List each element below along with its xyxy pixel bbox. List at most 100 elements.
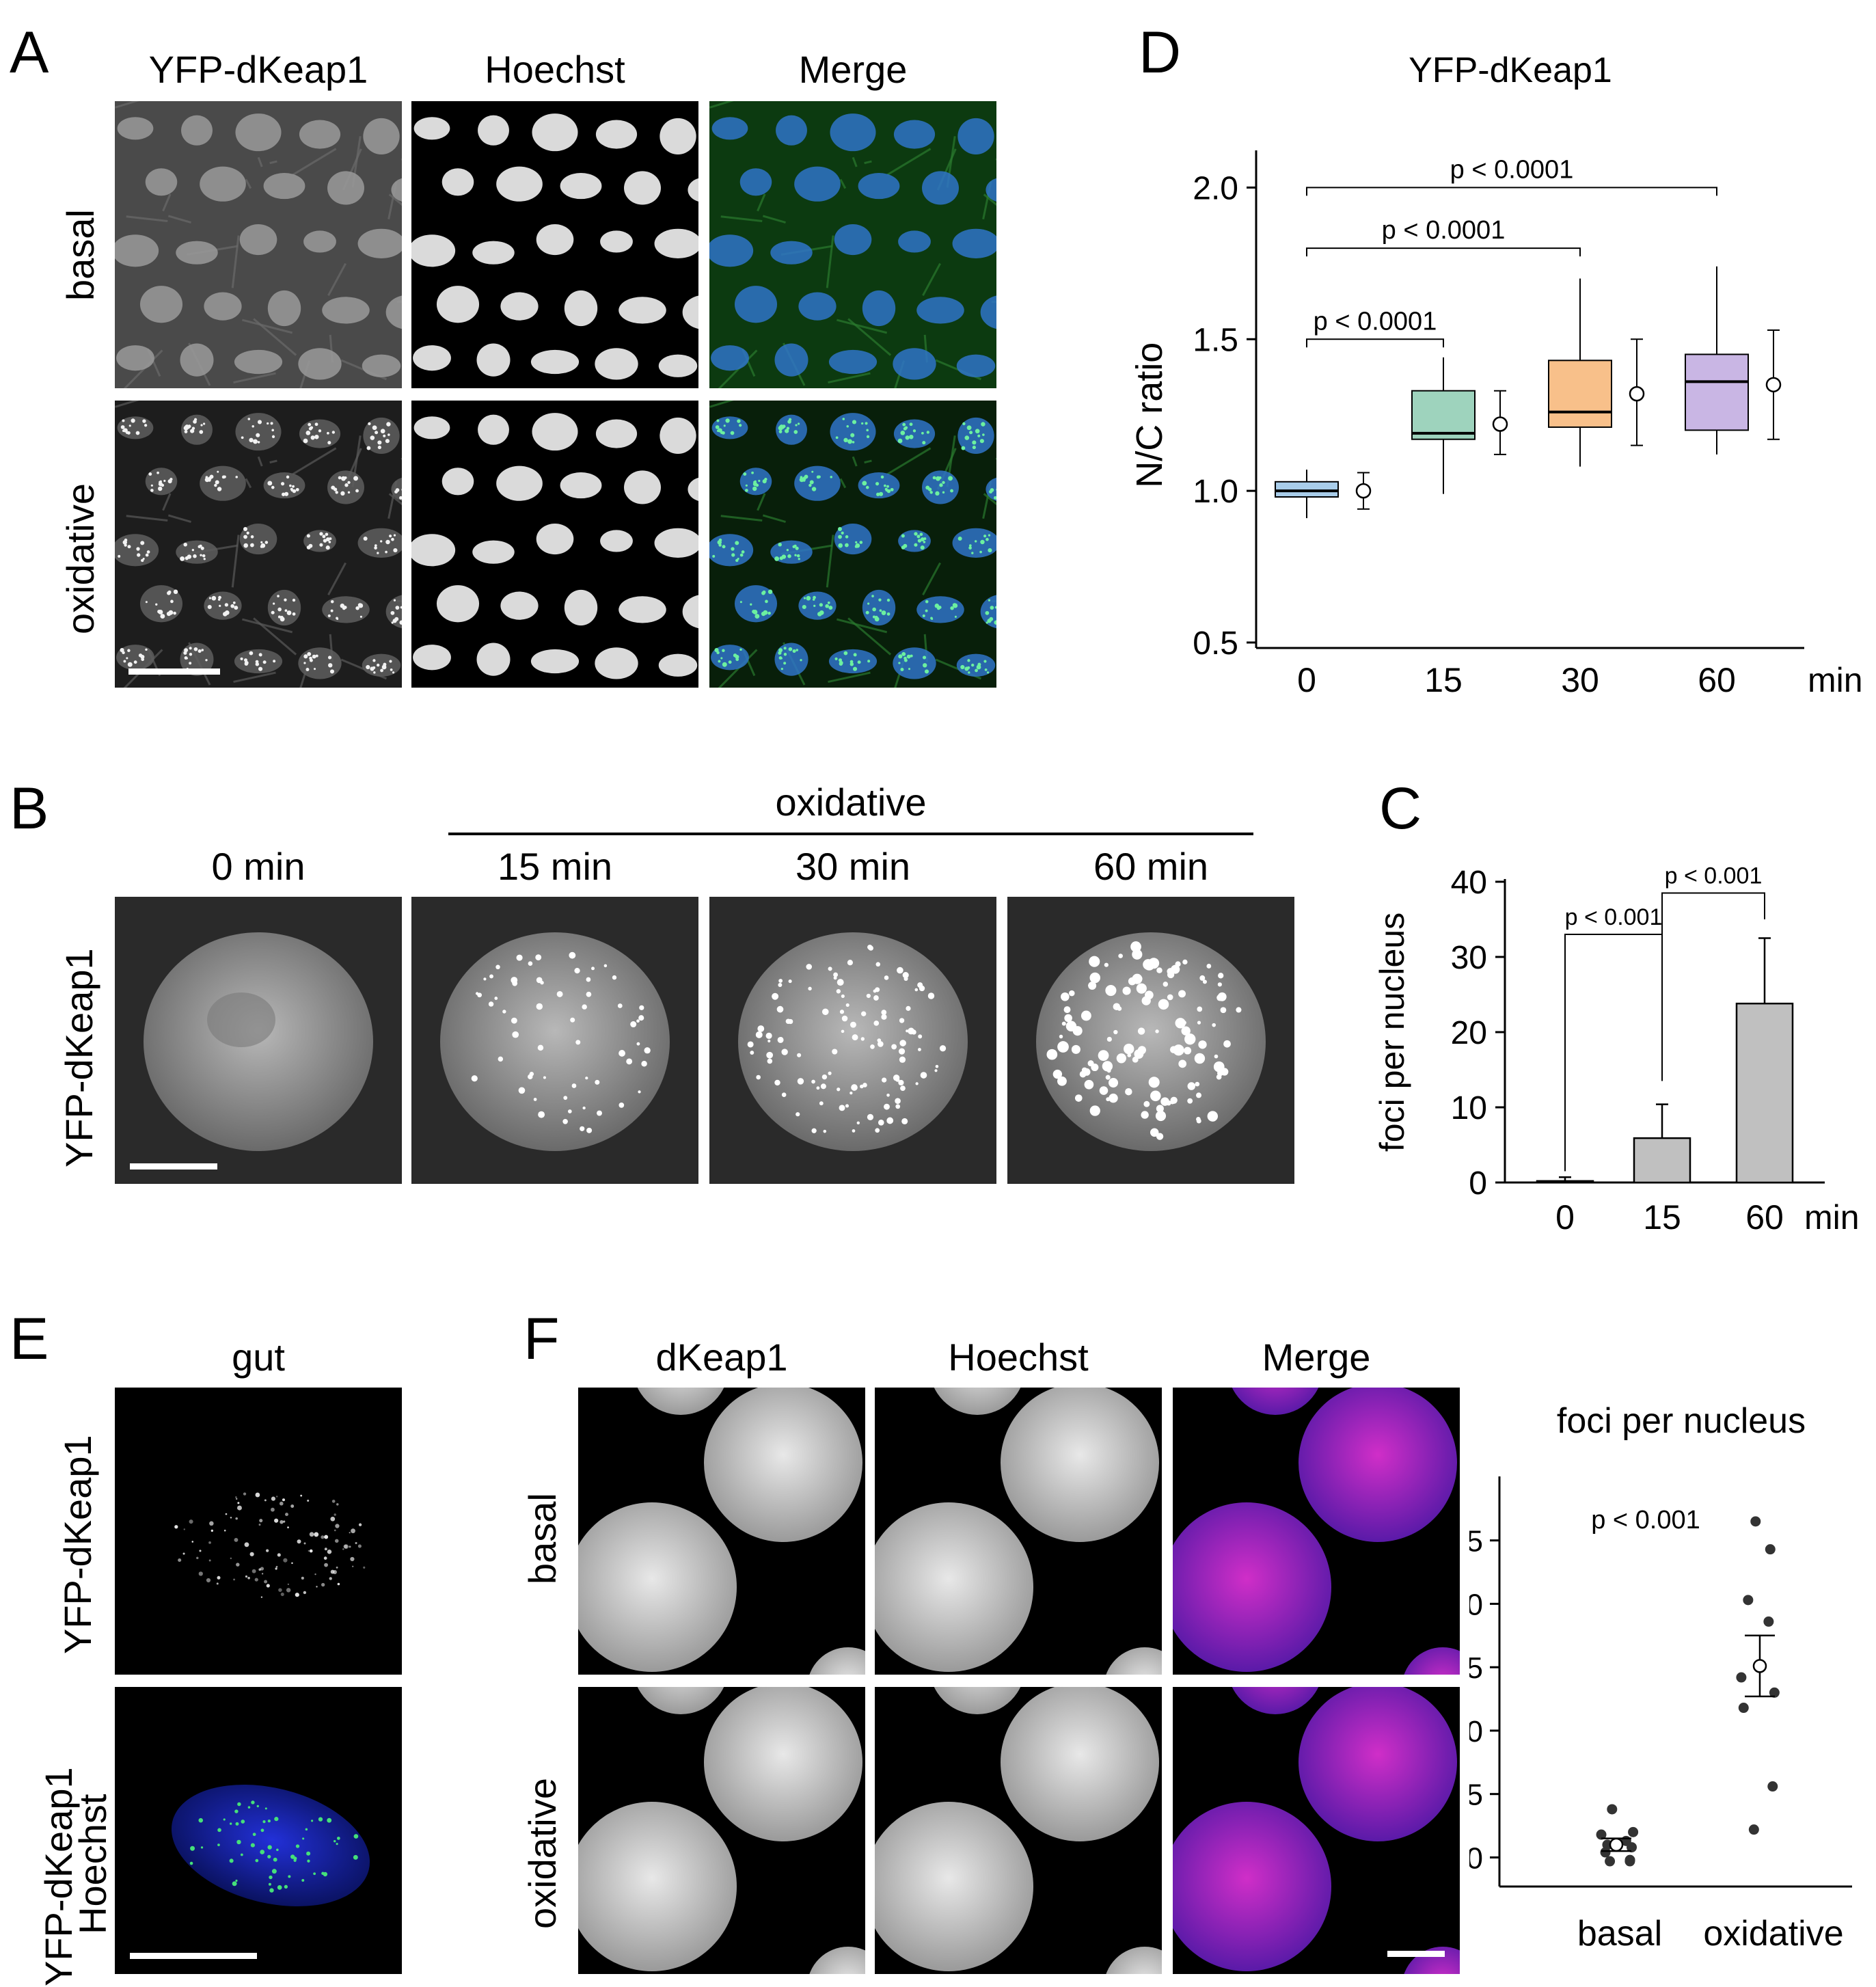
panel-f-data-point — [1624, 1856, 1635, 1867]
panel-f-col-hoechst: Hoechst — [948, 1336, 1089, 1379]
panel-e-row2-line2: Hoechst — [71, 1794, 114, 1934]
panel-d-xtick-label: 0 — [1297, 661, 1316, 699]
panel-f-data-point — [1738, 1703, 1749, 1714]
panel-e-merge-image — [115, 1687, 402, 1974]
panel-d-xtick-label: 60 — [1698, 661, 1736, 699]
panel-b-60min-image — [1007, 897, 1294, 1184]
panel-c-ytick-label: 20 — [1451, 1015, 1487, 1051]
panel-b-group-line — [448, 833, 1253, 835]
panel-a-row-basal: basal — [59, 209, 102, 301]
panel-f-data-point — [1605, 1856, 1616, 1867]
panel-f-data-point — [1627, 1842, 1637, 1853]
panel-f-data-point — [1763, 1616, 1774, 1627]
panel-f-data-point — [1600, 1847, 1611, 1858]
panel-d-box — [1685, 353, 1749, 431]
panel-f-data-point — [1736, 1672, 1747, 1683]
panel-f-ytick-label: 5 — [1469, 1779, 1483, 1812]
panel-a-basal-merge-image — [709, 101, 996, 388]
panel-f-data-point — [1748, 1824, 1759, 1835]
panel-b-row-label: YFP-dKeap1 — [57, 948, 100, 1167]
panel-a-letter: A — [10, 20, 49, 85]
panel-f-ytick-label: 20 — [1469, 1588, 1483, 1621]
panel-b-time-0: 0 min — [211, 845, 305, 888]
panel-c-bar — [1633, 1137, 1691, 1184]
panel-c-barchart: 0 10 20 30 40 foci per nucleus 0 15 60 min p < 0.0… — [1373, 863, 1860, 1237]
panel-d-comparison-bracket — [1306, 247, 1581, 257]
panel-a-oxidative-yfp-image — [115, 401, 402, 688]
panel-f-oxidative-dkeap1-image — [578, 1687, 865, 1974]
panel-f-row-oxidative: oxidative — [521, 1777, 564, 1929]
panel-d-comparison-label: p < 0.0001 — [1450, 155, 1574, 184]
panel-c-bar — [1735, 1002, 1794, 1184]
panel-c-comparison-label: p < 0.001 — [1665, 863, 1763, 889]
panel-b-0min-image — [115, 897, 402, 1184]
panel-f-letter: F — [524, 1306, 560, 1372]
panel-e-letter: E — [10, 1306, 49, 1372]
panel-d-box — [1548, 360, 1612, 428]
panel-c-comparison-bracket — [1564, 934, 1663, 1172]
panel-f-xtick-label: basal — [1577, 1914, 1662, 1954]
panel-d-comparison-bracket — [1306, 338, 1444, 348]
panel-d-box — [1275, 481, 1339, 498]
panel-f-col-dkeap1: dKeap1 — [655, 1336, 788, 1379]
panel-f-xtick-label: oxidative — [1703, 1914, 1843, 1954]
panel-f-basal-dkeap1-image — [578, 1388, 865, 1675]
panel-f-data-point — [1750, 1516, 1761, 1527]
panel-e-row-yfp: YFP-dKeap1 — [56, 1435, 99, 1654]
panel-f-ytick-label: 25 — [1469, 1525, 1483, 1558]
panel-d-letter: D — [1139, 20, 1182, 85]
panel-d-mean-marker — [1355, 483, 1372, 499]
panel-f-row-basal: basal — [521, 1493, 564, 1584]
panel-c-ytick-label: 10 — [1451, 1090, 1487, 1126]
panel-d-ytick-label: 0.5 — [1193, 625, 1238, 662]
panel-b-30min-image — [709, 897, 996, 1184]
panel-f-data-point — [1743, 1595, 1754, 1606]
panel-a-col-merge: Merge — [798, 48, 908, 91]
panel-d-ylabel: N/C ratio — [1129, 342, 1170, 488]
panel-a-row-oxidative: oxidative — [59, 483, 102, 634]
panel-f-col-merge: Merge — [1262, 1336, 1371, 1379]
panel-f-data-point — [1596, 1829, 1607, 1840]
panel-a-scale-bar — [128, 668, 220, 675]
panel-b-group-label: oxidative — [775, 781, 927, 824]
panel-b-time-15: 15 min — [497, 845, 613, 888]
panel-b-time-60: 60 min — [1093, 845, 1209, 888]
panel-d-comparison-label: p < 0.0001 — [1314, 307, 1437, 336]
panel-f-basal-merge-image — [1173, 1388, 1460, 1675]
panel-f-chart-title: foci per nucleus — [1557, 1401, 1806, 1441]
panel-a-oxidative-merge-image — [709, 401, 996, 688]
panel-f-mean-marker — [1609, 1837, 1624, 1852]
panel-c-comparison-label: p < 0.001 — [1565, 904, 1663, 930]
panel-d-mean-marker — [1629, 386, 1645, 402]
panel-a-col-yfp: YFP-dKeap1 — [148, 48, 368, 91]
panel-d-xtick-label: 15 — [1424, 661, 1463, 699]
panel-f-data-point — [1765, 1544, 1776, 1555]
panel-d-xtick-label: 30 — [1561, 661, 1599, 699]
panel-c-xtick-label: 15 — [1643, 1198, 1681, 1236]
panel-d-ytick-label: 1.0 — [1193, 474, 1238, 510]
panel-f-ytick-label: 0 — [1469, 1841, 1483, 1875]
panel-e-col-gut: gut — [232, 1336, 285, 1379]
panel-f-data-point — [1607, 1804, 1618, 1815]
panel-f-oxidative-hoechst-image — [875, 1687, 1162, 1974]
panel-d-title: YFP-dKeap1 — [1409, 51, 1612, 90]
panel-a-col-hoechst: Hoechst — [485, 48, 625, 91]
panel-c-ytick-label: 30 — [1451, 940, 1487, 976]
panel-c-xunit: min — [1804, 1198, 1860, 1236]
panel-d-ytick-label: 1.5 — [1193, 322, 1238, 358]
panel-e-yfp-image — [115, 1388, 402, 1675]
panel-f-data-point — [1769, 1687, 1780, 1698]
panel-b-scale-bar — [130, 1163, 217, 1170]
panel-d-box — [1411, 390, 1476, 440]
panel-a-basal-hoechst-image — [411, 101, 698, 388]
panel-c-ytick-label: 40 — [1451, 865, 1487, 901]
panel-c-xtick-label: 0 — [1555, 1198, 1575, 1236]
panel-d-xunit: min — [1808, 661, 1863, 699]
panel-c-ytick-label: 0 — [1469, 1165, 1487, 1202]
panel-d-ytick-label: 2.0 — [1193, 170, 1238, 206]
panel-d-boxplot: YFP-dKeap1 0.5 1.0 1.5 2.0 N/C ratio 0 15 30 60 mi… — [1129, 51, 1863, 699]
panel-c-ylabel: foci per nucleus — [1373, 913, 1411, 1152]
panel-c-xtick-label: 60 — [1745, 1198, 1784, 1236]
panel-c-letter: C — [1379, 776, 1422, 841]
